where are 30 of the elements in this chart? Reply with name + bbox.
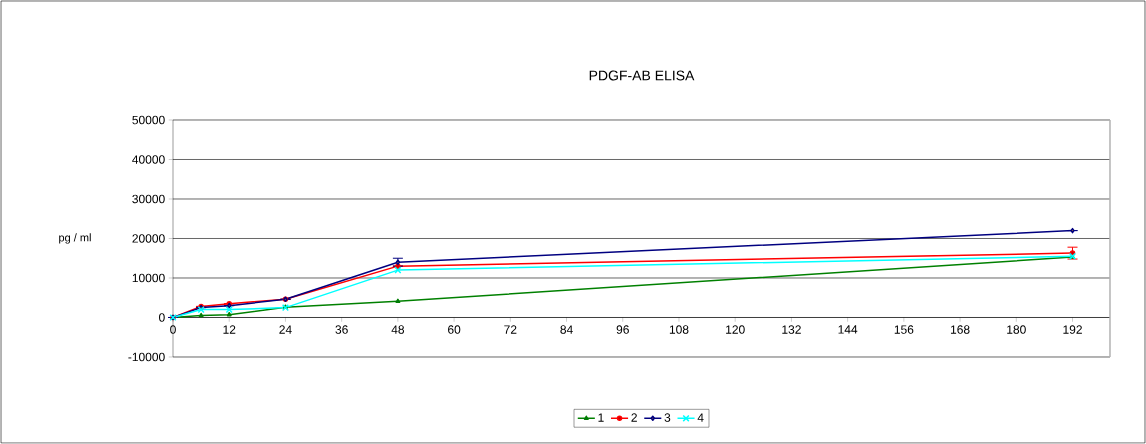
x-tick-label: 132	[782, 325, 801, 334]
legend-label: 1	[598, 413, 604, 422]
y-axis-title: pg / ml	[59, 233, 91, 244]
x-tick-label: 180	[1007, 325, 1026, 334]
x-tick-label: 60	[448, 325, 461, 334]
x-tick-label: 120	[726, 325, 745, 334]
x-tick-label: 96	[616, 325, 629, 334]
x-tick-label: 72	[504, 325, 517, 334]
y-tick-label: 0	[159, 313, 165, 322]
x-tick-label: 108	[669, 325, 689, 334]
x-tick-label: 156	[894, 325, 914, 334]
x-tick-label: 48	[391, 325, 405, 334]
x-tick-label: 192	[1063, 325, 1082, 334]
x-tick-label: 12	[223, 325, 236, 334]
legend-label: 3	[664, 413, 671, 422]
y-tick-label: 10000	[132, 273, 165, 283]
x-tick-label: 36	[335, 325, 348, 334]
legend-label: 2	[631, 413, 637, 422]
y-tick-label: 50000	[132, 115, 165, 125]
y-tick-label: -10000	[128, 352, 165, 362]
x-tick-label: 24	[279, 325, 292, 334]
legend-label: 4	[697, 413, 704, 422]
x-tick-label: 168	[950, 325, 970, 334]
y-tick-label: 40000	[132, 155, 165, 164]
x-tick-label: 0	[170, 325, 176, 334]
x-tick-label: 144	[838, 325, 858, 334]
y-tick-label: 20000	[132, 234, 165, 243]
chart-title: PDGF-AB ELISA	[589, 70, 695, 81]
x-tick-label: 84	[560, 325, 573, 334]
y-tick-label: 30000	[132, 194, 165, 204]
